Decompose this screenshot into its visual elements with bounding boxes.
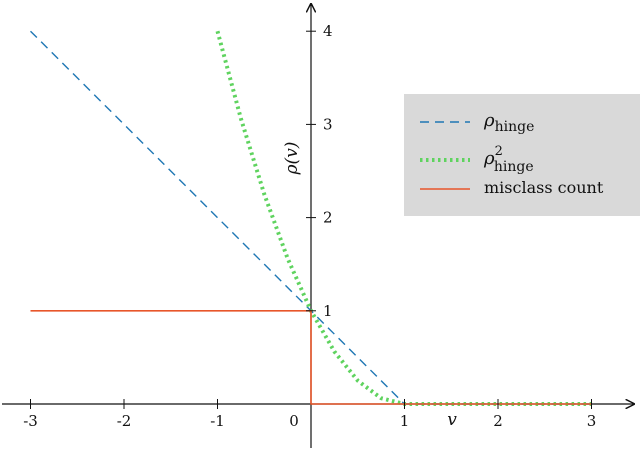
y-tick-label: 2 <box>323 209 333 227</box>
x-tick-label: 3 <box>587 412 597 430</box>
origin-label: 0 <box>289 412 299 430</box>
legend-symbol: ρ <box>483 148 495 169</box>
x-tick-label: -3 <box>23 412 38 430</box>
legend-subscript: hinge <box>494 159 534 175</box>
series-line-2 <box>215 30 592 406</box>
x-tick-label: 1 <box>400 412 410 430</box>
ticks-layer: -3 -2 -1 1 2 3 0 1 2 3 4 v ρ(v) <box>23 22 596 430</box>
series-line-3 <box>30 309 592 405</box>
legend-label-2: ρ2 hinge <box>483 144 534 175</box>
legend-box <box>404 94 640 216</box>
legend-superscript: 2 <box>495 144 503 159</box>
x-axis-label: v <box>447 410 457 430</box>
y-tick-label: 4 <box>323 22 333 40</box>
y-tick-label: 3 <box>323 115 333 133</box>
legend-label-1: ρhinge <box>483 110 534 135</box>
x-tick-label: -1 <box>210 412 225 430</box>
axes <box>2 4 634 448</box>
x-tick-label: -2 <box>117 412 132 430</box>
y-axis-label: ρ(v) <box>282 142 302 176</box>
legend-subscript: hinge <box>495 119 535 135</box>
y-tick-label: 1 <box>323 302 333 320</box>
x-tick-label: 2 <box>493 412 503 430</box>
legend-label-3: misclass count <box>484 178 604 197</box>
legend-symbol: ρ <box>483 110 495 131</box>
